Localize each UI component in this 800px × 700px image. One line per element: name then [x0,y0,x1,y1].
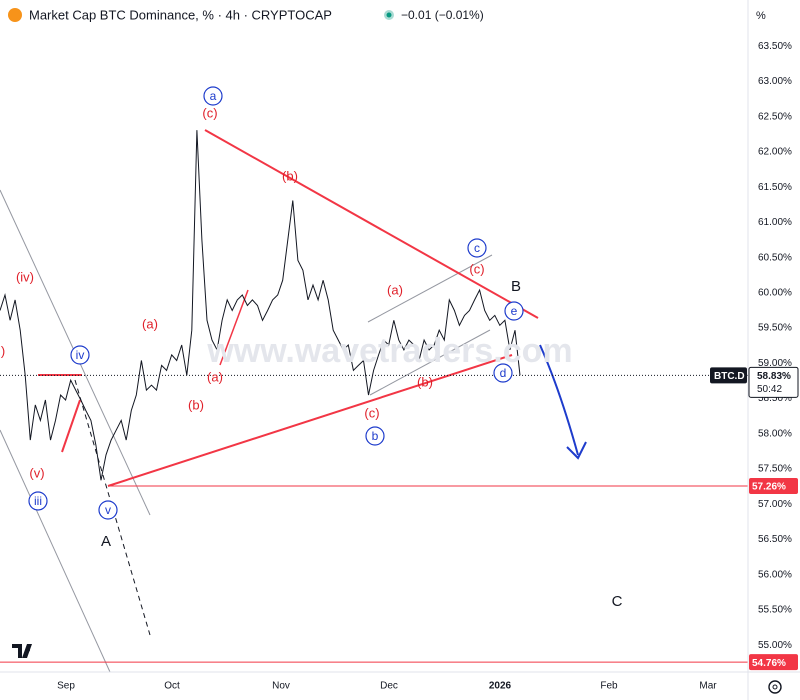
trendline [367,254,493,323]
x-tick-label: Nov [272,681,290,692]
wave-circle [365,426,385,446]
wave-label: (c) [364,405,379,420]
x-tick-label: 2026 [489,681,512,692]
y-tick-label: 63.50% [758,41,792,52]
x-tick-label: Oct [164,681,180,692]
x-tick-label: Feb [600,681,618,692]
wave-label: A [101,533,111,550]
x-tick-label: Dec [380,681,398,692]
trendline [369,329,491,396]
wave-label: (a) [387,282,403,297]
chart-title: Market Cap BTC Dominance, % · 4h · CRYPT… [29,7,332,22]
status-dot [386,12,392,18]
wave-label: ) [1,343,5,358]
y-tick-label: 55.00% [758,640,792,651]
y-tick-label: 58.00% [758,428,792,439]
trendline [0,429,111,673]
level-label: 57.26% [752,482,786,493]
wave-label: C [612,593,623,610]
series-name: BTC.D [714,371,745,382]
x-tick-label: Sep [57,681,75,692]
y-tick-label: 56.00% [758,569,792,580]
settings-icon[interactable] [768,680,782,694]
wave-label: b [372,429,379,443]
wave-label: iii [34,494,42,508]
wave-label: (a) [207,369,223,384]
trendline [107,354,513,487]
wave-label: (v) [29,465,44,480]
coin-icon [8,8,22,22]
forecast-arrow [539,344,579,456]
trendline [61,399,81,453]
tv-logo [12,644,32,658]
unit-label: % [756,10,766,22]
y-tick-label: 62.00% [758,147,792,158]
y-tick-label: 58.50% [758,393,792,404]
y-tick-label: 57.50% [758,464,792,475]
wave-circle [504,301,524,321]
y-tick-label: 60.00% [758,288,792,299]
level-label-box [749,477,798,494]
wave-label: (b) [188,397,204,412]
wave-label: (c) [469,261,484,276]
wave-circle [70,345,90,365]
wave-circle [28,491,48,511]
wave-circle [493,363,513,383]
series-name-box [710,367,747,384]
y-tick-label: 61.00% [758,217,792,228]
y-tick-label: 59.00% [758,358,792,369]
wave-label: a [210,89,217,103]
trendline [219,289,249,366]
wave-label: iv [76,348,85,362]
y-tick-label: 62.50% [758,111,792,122]
price-axis [748,0,800,700]
wave-label: d [500,366,507,380]
forecast-arrowhead [566,441,587,460]
y-tick-label: 63.00% [758,76,792,87]
wave-circle [203,86,223,106]
wave-label: c [474,241,480,255]
wave-label: (iv) [16,269,34,284]
y-tick-label: 55.50% [758,605,792,616]
y-tick-label: 60.50% [758,252,792,263]
y-tick-label: 56.50% [758,534,792,545]
wave-label: (b) [282,168,298,183]
wave-circle [98,500,118,520]
x-tick-label: Mar [699,681,717,692]
last-price-label: 58.83% [757,371,791,382]
wave-label: B [511,278,521,295]
wave-circle [467,238,487,258]
price-change: −0.01 (−0.01%) [401,8,484,22]
wave-label: v [105,503,111,517]
plot: )(iv)(v)(a)(b)(a)(c)(b)(c)(a)(b)(c)aivii… [0,86,748,673]
y-tick-label: 59.50% [758,323,792,334]
y-tick-label: 61.50% [758,182,792,193]
watermark: www.wavetraders.com [206,332,572,370]
y-tick-label: 57.00% [758,499,792,510]
wave-label: e [511,304,518,318]
level-label: 54.76% [752,658,786,669]
wave-label: (c) [202,105,217,120]
wave-label: (a) [142,316,158,331]
price-line [0,130,521,481]
level-label-box [749,654,798,671]
last-price-box [748,366,799,398]
countdown: 50:42 [757,384,782,395]
wave-label: (b) [417,374,433,389]
trendline [204,129,539,319]
